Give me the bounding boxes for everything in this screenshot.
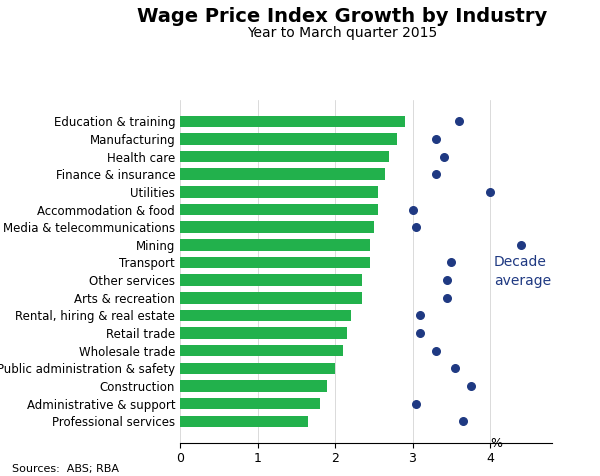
Text: Decade
average: Decade average xyxy=(494,255,551,288)
Bar xyxy=(180,169,385,180)
Bar xyxy=(180,363,335,374)
Point xyxy=(516,241,526,248)
Point xyxy=(451,365,460,372)
Point xyxy=(431,135,440,143)
Bar xyxy=(180,274,362,286)
Point xyxy=(412,400,421,407)
Bar xyxy=(180,116,405,127)
Bar xyxy=(180,239,370,250)
Point xyxy=(466,382,475,390)
Point xyxy=(431,170,440,178)
Bar xyxy=(180,221,374,233)
Bar xyxy=(180,151,389,162)
Text: %: % xyxy=(490,437,502,450)
Bar xyxy=(180,186,377,198)
Bar xyxy=(180,133,397,145)
Point xyxy=(458,417,467,425)
Text: Wage Price Index Growth by Industry: Wage Price Index Growth by Industry xyxy=(137,7,547,26)
Bar xyxy=(180,416,308,427)
Bar xyxy=(180,204,377,215)
Bar xyxy=(180,310,350,321)
Bar xyxy=(180,292,362,304)
Point xyxy=(415,329,425,337)
Point xyxy=(443,277,452,284)
Bar xyxy=(180,327,347,339)
Text: Sources:  ABS; RBA: Sources: ABS; RBA xyxy=(12,464,119,474)
Text: Year to March quarter 2015: Year to March quarter 2015 xyxy=(247,26,437,40)
Point xyxy=(415,312,425,319)
Point xyxy=(454,118,464,125)
Bar xyxy=(180,345,343,357)
Point xyxy=(446,258,456,266)
Bar xyxy=(180,398,320,409)
Point xyxy=(412,223,421,231)
Point xyxy=(443,294,452,302)
Point xyxy=(485,188,495,196)
Point xyxy=(439,153,448,160)
Point xyxy=(431,347,440,355)
Point xyxy=(408,206,418,213)
Bar xyxy=(180,380,327,392)
Bar xyxy=(180,257,370,268)
